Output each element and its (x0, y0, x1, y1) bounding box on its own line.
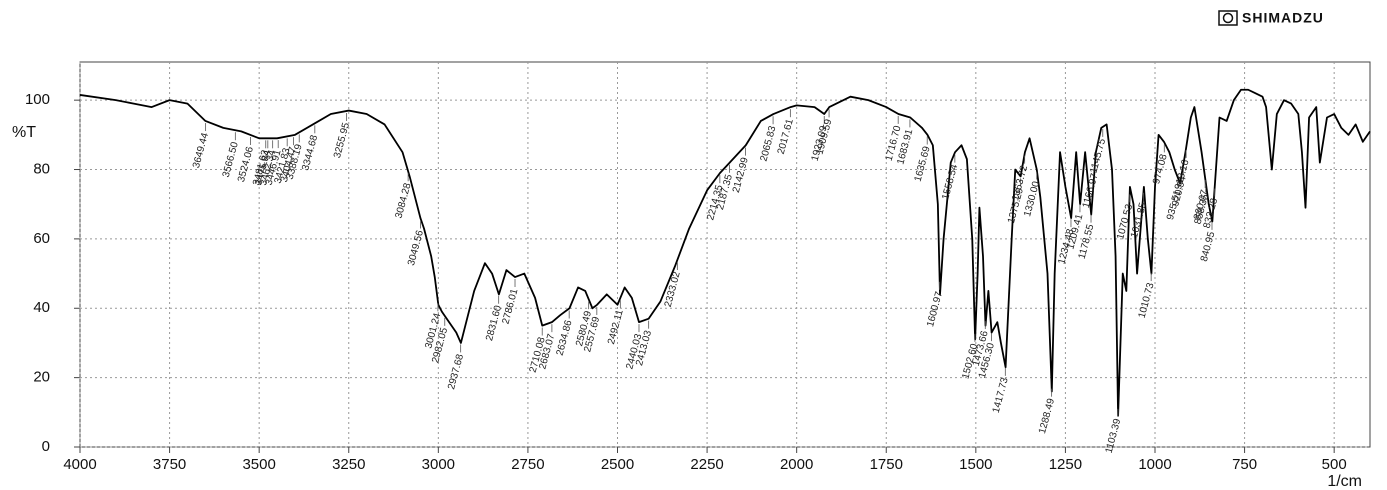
peak-label: 2142.99 (731, 156, 751, 194)
peak-label: 1330.00 (1022, 180, 1042, 218)
logo-icon (1222, 12, 1234, 24)
peak-label: 3649.44 (191, 131, 211, 169)
x-tick-label: 4000 (63, 456, 96, 473)
x-tick-label: 2750 (511, 456, 544, 473)
y-tick-label: 80 (33, 160, 50, 177)
peak-label: 2017.61 (776, 117, 796, 155)
spectrum-line (79, 88, 1371, 417)
y-tick-label: 40 (33, 299, 50, 316)
peak-label: 2786.01 (500, 287, 520, 325)
peak-annotation: 1288.49 (1037, 388, 1057, 435)
peak-annotation: 1103.39 (1104, 408, 1124, 455)
brand-logo: SHIMADZU (1218, 10, 1324, 26)
peak-label: 1103.39 (1104, 417, 1124, 454)
peak-annotation: 1010.73 (1137, 273, 1157, 319)
peak-annotation: 2333.02 (663, 261, 683, 308)
peak-label: 1010.73 (1137, 281, 1157, 319)
peak-annotation: 1600.97 (925, 281, 945, 328)
peak-label: 2065.83 (759, 124, 779, 162)
y-tick-label: 20 (33, 369, 50, 386)
brand-name: SHIMADZU (1242, 10, 1324, 26)
peak-label: 1145.75 (1088, 137, 1108, 174)
peak-label: 1558.54 (940, 163, 960, 201)
peak-label: 1600.97 (925, 290, 945, 328)
peak-annotation: 2492.11 (606, 299, 626, 346)
peak-annotation: 2142.99 (731, 147, 751, 194)
peak-label: 2634.86 (555, 319, 575, 357)
peak-annotation: 1145.75 (1088, 128, 1108, 175)
peak-label: 1417.73 (991, 376, 1011, 414)
x-tick-label: 2250 (690, 456, 723, 473)
x-tick-label: 3500 (242, 456, 275, 473)
peak-annotation: 1417.73 (991, 367, 1011, 414)
x-tick-label: 3000 (422, 456, 455, 473)
x-axis-label: 1/cm (1327, 473, 1362, 490)
peak-label: 974.08 (1151, 153, 1170, 186)
peak-label: 1635.69 (913, 145, 933, 183)
peak-label: 2492.11 (606, 308, 626, 345)
x-tick-label: 3750 (153, 456, 186, 473)
peak-label: 913.16 (1173, 158, 1192, 191)
x-tick-label: 3250 (332, 456, 365, 473)
peak-label: 840.95 (1199, 230, 1218, 263)
peak-annotation: 3649.44 (191, 123, 211, 169)
plot-frame (79, 61, 1371, 448)
x-tick-label: 1750 (870, 456, 903, 473)
x-tick-label: 1000 (1138, 456, 1171, 473)
peak-annotation: 2786.01 (500, 279, 521, 325)
peak-annotation: 2065.83 (759, 116, 779, 163)
y-tick-label: 60 (33, 230, 50, 247)
peak-label: 3049.56 (406, 229, 426, 267)
peak-label: 1166.97 (1081, 172, 1101, 209)
x-tick-label: 750 (1232, 456, 1257, 473)
y-axis-label: %T (12, 124, 36, 141)
x-tick-label: 2500 (601, 456, 634, 473)
peak-label: 3084.28 (394, 181, 414, 219)
peak-annotation: 974.08 (1151, 144, 1170, 185)
peak-label: 3344.68 (300, 134, 320, 172)
x-tick-label: 500 (1322, 456, 1347, 473)
x-tick-label: 1250 (1049, 456, 1082, 473)
peak-label: 2937.68 (446, 353, 466, 391)
peak-annotation: 1635.69 (913, 136, 933, 183)
peak-annotation: 2937.68 (446, 344, 466, 391)
x-tick-label: 1500 (959, 456, 992, 473)
y-tick-label: 100 (25, 91, 50, 108)
y-tick-label: 0 (42, 438, 50, 455)
peak-annotation: 2017.61 (776, 109, 796, 156)
x-tick-label: 2000 (780, 456, 813, 473)
peak-label: 1288.49 (1037, 397, 1057, 435)
logo-icon (1218, 10, 1238, 26)
